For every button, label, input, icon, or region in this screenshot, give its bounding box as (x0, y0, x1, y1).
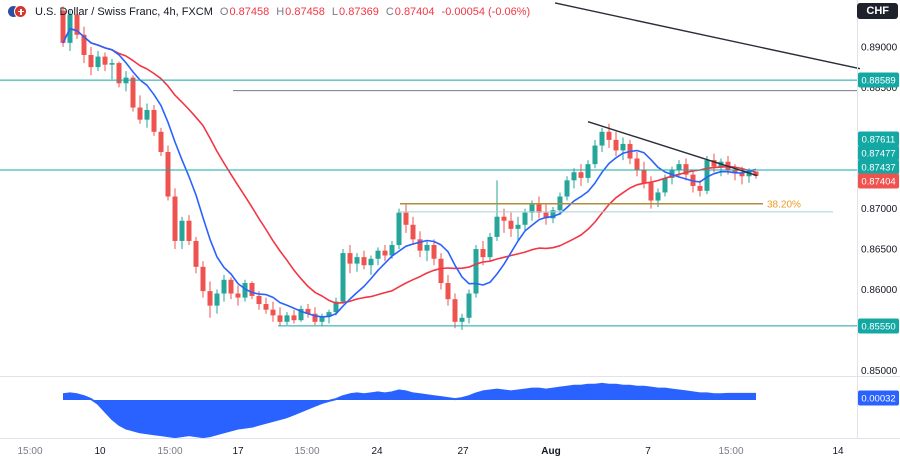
time-axis-label: 15:00 (17, 446, 42, 457)
price-axis-label: 0.89000 (861, 42, 898, 53)
trendline-long[interactable] (554, 2, 861, 70)
price-badge (858, 173, 899, 189)
fib-level-label: 38.20% (767, 199, 801, 210)
price-axis-label: 0.87000 (861, 204, 898, 215)
price-badge-text: 0.87437 (861, 163, 895, 174)
price-badge-text: 0.00032 (861, 394, 895, 405)
high-label: H (276, 6, 285, 18)
price-badge-text: 0.87477 (861, 149, 895, 160)
ohlc-high: H 0.87458 (276, 6, 325, 18)
chart-legend: U.S. Dollar / Swiss Franc, 4h, FXCM O 0.8… (7, 5, 530, 19)
currency-pair-icon (7, 5, 28, 19)
open-label: O (219, 6, 229, 18)
high-value: 0.87458 (285, 6, 325, 18)
symbol-title[interactable]: U.S. Dollar / Swiss Franc, 4h, FXCM (35, 6, 213, 18)
price-badge (858, 72, 899, 88)
price-axis[interactable]: 0.89000 0.88500 0.87000 0.86500 0.86000 0.850… (858, 42, 899, 406)
ohlc-open: O 0.87458 (220, 6, 269, 18)
price-badge-text: 0.87611 (862, 135, 896, 146)
candles-layer (60, 6, 759, 330)
ohlc-close: C 0.87404 (386, 6, 435, 18)
ma-fast-line[interactable] (62, 27, 757, 318)
open-value: 0.87458 (229, 6, 270, 18)
time-axis-label: 27 (457, 446, 469, 457)
time-axis[interactable]: 15:00 10 15:00 17 15:00 24 27 Aug 7 15:00 14 (17, 446, 844, 457)
time-axis-label: 10 (94, 446, 106, 457)
low-label: L (331, 6, 339, 18)
time-axis-label: 17 (232, 446, 244, 457)
price-axis-label: 0.86000 (861, 285, 898, 296)
time-axis-label: 7 (645, 446, 651, 457)
time-axis-label: 15:00 (294, 446, 319, 457)
price-axis-label: 0.86500 (861, 245, 898, 256)
price-badge (858, 131, 899, 147)
price-badge (858, 145, 899, 161)
price-axis-label: 0.85000 (861, 366, 898, 377)
price-change: -0.00054 (-0.06%) (441, 6, 531, 18)
price-axis-label: 0.88500 (861, 83, 898, 94)
indicator-area (63, 383, 756, 438)
ma-slow-line[interactable] (62, 27, 757, 305)
indicator-line (62, 382, 756, 439)
trendline-short[interactable] (587, 121, 758, 177)
price-badge (858, 159, 899, 175)
close-label: C (385, 6, 394, 18)
price-badge-text: 0.87404 (861, 177, 895, 188)
time-axis-label: 15:00 (718, 446, 743, 457)
time-axis-label: Aug (541, 446, 560, 457)
time-axis-label: 15:00 (157, 446, 182, 457)
price-badge (858, 318, 899, 334)
time-axis-label: 24 (371, 446, 383, 457)
ohlc-low: L 0.87369 (332, 6, 379, 18)
currency-toggle-badge[interactable]: CHF (857, 3, 898, 19)
price-badge (858, 390, 899, 406)
close-value: 0.87404 (394, 6, 435, 18)
time-axis-label: 14 (832, 446, 844, 457)
price-badge-text: 0.88589 (861, 76, 895, 87)
low-value: 0.87369 (339, 6, 379, 18)
price-badge-text: 0.85550 (861, 322, 895, 333)
